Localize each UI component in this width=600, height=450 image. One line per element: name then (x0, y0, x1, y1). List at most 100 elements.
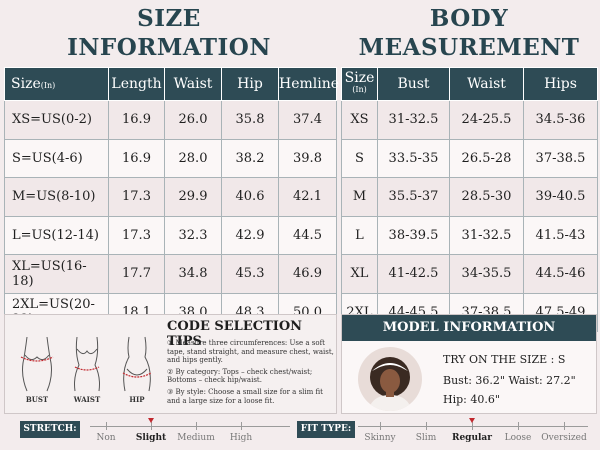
stretch-tick (196, 422, 197, 430)
body-cell-value: 38-39.5 (377, 215, 450, 255)
waist-figure-icon (74, 336, 100, 392)
size-cell-value: 38.2 (221, 138, 279, 178)
size-cell-value: 37.4 (278, 100, 337, 140)
size-cell-value: 40.6 (221, 177, 279, 217)
code-tip-1: ① Measure three circumferences: Use a so… (167, 339, 334, 365)
fit-type-option: Oversized (541, 433, 587, 443)
code-selection-panel: BUST WAIST HIP CODE SELECTION TIPS ① Mea… (4, 314, 337, 414)
fit-type-tick (564, 422, 565, 430)
model-avatar (358, 347, 422, 411)
body-cell-value: 41-42.5 (377, 254, 450, 294)
body-table-row: S 33.5-35 26.5-28 37-38.5 (341, 138, 598, 178)
body-cell-value: 28.5-30 (449, 177, 524, 217)
code-tip-2: ② By category: Tops – check chest/waist;… (167, 367, 313, 385)
size-header-size: Size(In) (4, 67, 109, 101)
stretch-tick (151, 422, 152, 430)
body-header-hips: Hips (523, 67, 598, 101)
size-cell-value: 34.8 (164, 254, 222, 294)
stretch-option: High (229, 433, 253, 443)
stretch-selected-marker-icon (148, 418, 154, 423)
body-cell-size: L (341, 215, 378, 255)
size-cell-value: 42.1 (278, 177, 337, 217)
size-cell-label: XS=US(0-2) (4, 100, 109, 140)
size-cell-value: 45.3 (221, 254, 279, 294)
body-measurement-title: BODY MEASUREMENT (340, 4, 598, 62)
body-table-row: M 35.5-37 28.5-30 39-40.5 (341, 177, 598, 217)
body-header-bust: Bust (377, 67, 450, 101)
body-measurement-table: Size (In) Bust Waist Hips XS 31-32.5 24-25.… (341, 67, 598, 332)
size-title-line2: INFORMATION (67, 34, 271, 61)
body-cell-size: XL (341, 254, 378, 294)
body-cell-value: 35.5-37 (377, 177, 450, 217)
stretch-tick (106, 422, 107, 430)
body-cell-value: 31-32.5 (377, 100, 450, 140)
body-table-row: L 38-39.5 31-32.5 41.5-43 (341, 215, 598, 255)
size-information-title: SIZE INFORMATION (4, 4, 334, 62)
fit-type-option: Slim (415, 433, 437, 443)
size-table-row: L=US(12-14) 17.3 32.3 42.9 44.5 (4, 215, 337, 255)
hip-label: HIP (129, 395, 145, 404)
size-cell-value: 16.9 (108, 138, 165, 178)
body-cell-size: XS (341, 100, 378, 140)
body-header-size: Size (In) (341, 67, 378, 101)
hip-figure-icon (122, 336, 152, 392)
body-title-line2: MEASUREMENT (358, 34, 580, 61)
body-cell-value: 39-40.5 (523, 177, 598, 217)
body-cell-value: 41.5-43 (523, 215, 598, 255)
body-header-waist: Waist (449, 67, 524, 101)
fit-type-option: Loose (504, 433, 532, 443)
stretch-tick (241, 422, 242, 430)
size-table-header: Size(In) Length Waist Hip Hemline (4, 67, 339, 101)
model-bust-waist: Bust: 36.2" Waist: 27.2" (443, 374, 576, 387)
size-title-line1: SIZE (137, 5, 201, 32)
fit-type-label: FIT TYPE: (297, 421, 355, 438)
body-cell-value: 34.5-36 (523, 100, 598, 140)
body-title-line1: BODY (429, 5, 509, 32)
model-information-panel: MODEL INFORMATION TRY ON THE SIZE : S Bu… (341, 314, 597, 414)
body-cell-value: 24-25.5 (449, 100, 524, 140)
size-cell-label: XL=US(16-18) (4, 254, 109, 294)
code-tips-list: ① Measure three circumferences: Use a so… (167, 339, 335, 408)
size-information-table: Size(In) Length Waist Hip Hemline XS=US(… (4, 67, 339, 332)
stretch-option: Non (96, 433, 116, 443)
body-cell-value: 33.5-35 (377, 138, 450, 178)
waist-label: WAIST (73, 395, 101, 404)
size-table-row: XL=US(16-18) 17.7 34.8 45.3 46.9 (4, 254, 337, 294)
fit-type-tick (380, 422, 381, 430)
stretch-option: Slight (135, 433, 167, 443)
size-cell-label: L=US(12-14) (4, 215, 109, 255)
body-cell-size: S (341, 138, 378, 178)
size-header-waist: Waist (164, 67, 222, 101)
stretch-label: STRETCH: (20, 421, 80, 438)
size-cell-value: 16.9 (108, 100, 165, 140)
size-table-row: M=US(8-10) 17.3 29.9 40.6 42.1 (4, 177, 337, 217)
size-cell-value: 26.0 (164, 100, 222, 140)
fit-type-scale-line (358, 426, 588, 427)
size-cell-label: M=US(8-10) (4, 177, 109, 217)
bust-label: BUST (25, 395, 49, 404)
size-cell-value: 35.8 (221, 100, 279, 140)
size-cell-value: 42.9 (221, 215, 279, 255)
size-header-length: Length (108, 67, 165, 101)
size-table-row: S=US(4-6) 16.9 28.0 38.2 39.8 (4, 138, 337, 178)
fit-type-selected-marker-icon (469, 418, 475, 423)
stretch-scale-line (90, 426, 290, 427)
fit-type-tick (426, 422, 427, 430)
model-try-on-size: TRY ON THE SIZE : S (443, 353, 566, 366)
size-cell-value: 28.0 (164, 138, 222, 178)
size-cell-value: 44.5 (278, 215, 337, 255)
code-selection-title: CODE SELECTION TIPS (167, 319, 303, 349)
body-cell-value: 26.5-28 (449, 138, 524, 178)
body-table-row: XS 31-32.5 24-25.5 34.5-36 (341, 100, 598, 140)
size-cell-value: 17.7 (108, 254, 165, 294)
size-cell-value: 17.3 (108, 215, 165, 255)
size-cell-label: S=US(4-6) (4, 138, 109, 178)
body-table-header: Size (In) Bust Waist Hips (341, 67, 598, 101)
fit-type-option: Skinny (364, 433, 396, 443)
body-cell-value: 31-32.5 (449, 215, 524, 255)
stretch-option: Medium (177, 433, 215, 443)
model-info-header: MODEL INFORMATION (342, 315, 596, 341)
body-cell-value: 37-38.5 (523, 138, 598, 178)
size-header-hip: Hip (221, 67, 279, 101)
body-cell-value: 44.5-46 (523, 254, 598, 294)
